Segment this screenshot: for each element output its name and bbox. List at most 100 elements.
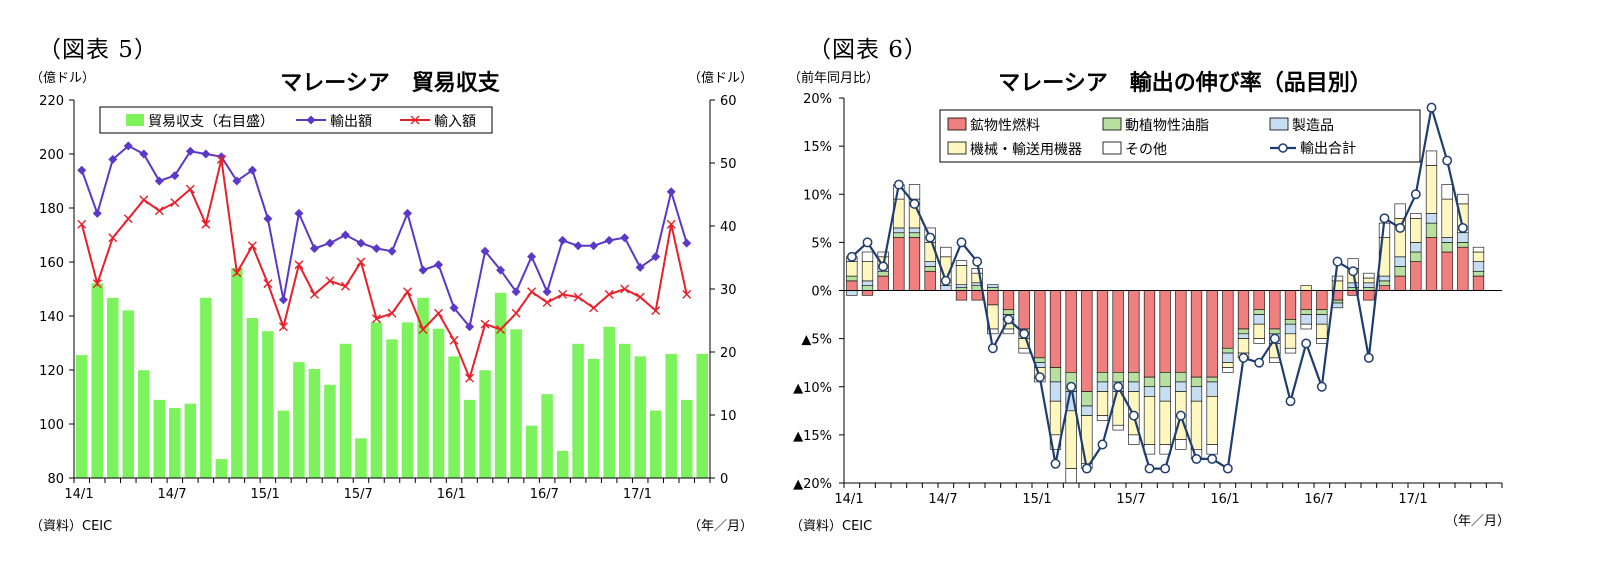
x-unit: （年／月）	[688, 519, 753, 534]
chart-title: マレーシア 輸出の伸び率（品目別）	[998, 70, 1372, 96]
total-exports-point	[1363, 352, 1374, 363]
stack-bar-segment	[1143, 396, 1156, 445]
stack-bar-segment	[1065, 468, 1077, 484]
exports-point	[201, 149, 211, 159]
total-exports-point	[1113, 381, 1124, 392]
exports-point	[278, 295, 288, 305]
imports-point	[418, 325, 428, 334]
total-exports-point	[940, 275, 951, 286]
imports-point	[139, 195, 149, 205]
total-exports-point	[1160, 463, 1171, 474]
imports-point	[434, 308, 444, 318]
trade-balance-bar	[618, 343, 631, 478]
stack-bar-segment	[846, 261, 858, 277]
stack-bar-segment	[893, 232, 905, 238]
total-exports-point	[1254, 357, 1265, 368]
total-exports-point	[893, 179, 904, 190]
stack-bar-segment	[1237, 290, 1250, 330]
total-exports-point	[1019, 328, 1030, 339]
trade-balance-bar	[556, 450, 569, 478]
legend-label-machinery: 機械・輸送用機器	[970, 142, 1082, 158]
stack-bar-segment	[1253, 314, 1265, 325]
stack-bar-segment	[861, 290, 874, 296]
stack-bar-segment	[1284, 319, 1297, 325]
stack-bar-segment	[987, 290, 999, 306]
total-exports-point	[1348, 266, 1359, 277]
y-right-tick-label: 0	[720, 472, 728, 487]
stack-bar-segment	[1284, 347, 1297, 354]
stack-bar-segment	[1269, 290, 1281, 330]
stack-bar-segment	[908, 184, 921, 200]
total-exports-point	[1426, 102, 1437, 113]
stack-bar-segment	[1316, 338, 1328, 344]
stack-bar-segment	[1300, 285, 1312, 291]
total-exports-point	[1175, 410, 1186, 421]
total-exports-point	[1097, 439, 1108, 450]
y-tick-label: 15%	[803, 140, 832, 155]
stack-bar-segment	[1410, 218, 1422, 243]
exports-point	[589, 241, 599, 251]
imports-point	[589, 303, 599, 313]
exports-point	[309, 244, 319, 253]
imports-point	[325, 276, 335, 286]
stack-bar-segment	[1049, 290, 1062, 368]
stack-bar-segment	[1425, 213, 1438, 224]
exports-point	[139, 149, 149, 159]
exports-point	[371, 244, 381, 253]
stack-bar-segment	[1457, 232, 1469, 243]
x-tick-label: 16/7	[1304, 492, 1333, 507]
trade-balance-bar	[479, 370, 491, 478]
exports-point	[170, 171, 180, 181]
imports-point	[108, 233, 118, 243]
total-exports-point	[1144, 463, 1155, 474]
total-exports-point	[1269, 333, 1280, 344]
exports-point	[294, 208, 304, 218]
stack-bar-segment	[1222, 367, 1234, 373]
exports-point	[542, 287, 552, 297]
total-exports-point	[1285, 396, 1296, 407]
stack-bar-segment	[1159, 372, 1171, 388]
imports-point	[356, 257, 366, 267]
y-left-tick-label: 160	[39, 256, 64, 271]
exports-point	[387, 246, 397, 256]
total-exports-point	[925, 232, 936, 243]
total-exports-point	[1050, 458, 1061, 469]
trade-balance-bar	[355, 438, 367, 478]
figure-6-panel: （図表 6） マレーシア 輸出の伸び率（品目別） （前年同月比） （資料）CEIC （…	[788, 0, 1600, 571]
stack-bar-segment	[1081, 415, 1093, 465]
imports-point	[92, 279, 102, 289]
stack-bar-segment	[1128, 372, 1140, 383]
figure-5-panel: （図表 5） マレーシア 貿易収支 （億ドル） （億ドル） （資料）CEIC （年／月）…	[30, 37, 753, 534]
stack-bar-segment	[1159, 290, 1171, 373]
legend-swatch-manufactured	[1269, 117, 1289, 131]
exports-point	[449, 303, 459, 313]
y-right-tick-label: 60	[720, 94, 737, 109]
stack-bar-segment	[1472, 270, 1485, 277]
stack-bar-segment	[1190, 290, 1203, 378]
trade-balance-bar	[262, 331, 274, 478]
stack-bar-segment	[1457, 193, 1469, 205]
trade-balance-bar	[525, 425, 538, 478]
stack-bar-segment	[1394, 256, 1406, 267]
stack-bar-segment	[1222, 290, 1234, 349]
stack-bar-segment	[1378, 275, 1391, 282]
legend-swatch-other	[1102, 141, 1122, 155]
stack-bar-segment	[1096, 290, 1109, 373]
stack-bar-segment	[1002, 290, 1015, 311]
imports-line	[80, 159, 688, 382]
exports-point	[325, 238, 335, 248]
stack-bar-segment	[1081, 290, 1093, 392]
y-tick-label: 5%	[811, 236, 832, 251]
imports-point	[263, 279, 273, 289]
stack-bar-segment	[1472, 261, 1485, 272]
stack-bar-segment	[1378, 285, 1391, 291]
stack-bar-segment	[1018, 290, 1030, 330]
legend-swatch-machinery	[947, 141, 967, 155]
exports-point	[154, 176, 164, 186]
stack-bar-segment	[1410, 213, 1422, 219]
y-left-unit: （億ドル）	[30, 70, 95, 86]
exports-point	[247, 165, 257, 175]
imports-point	[77, 219, 87, 229]
x-tick-label: 14/7	[157, 487, 186, 502]
x-tick-label: 15/1	[1022, 492, 1051, 507]
